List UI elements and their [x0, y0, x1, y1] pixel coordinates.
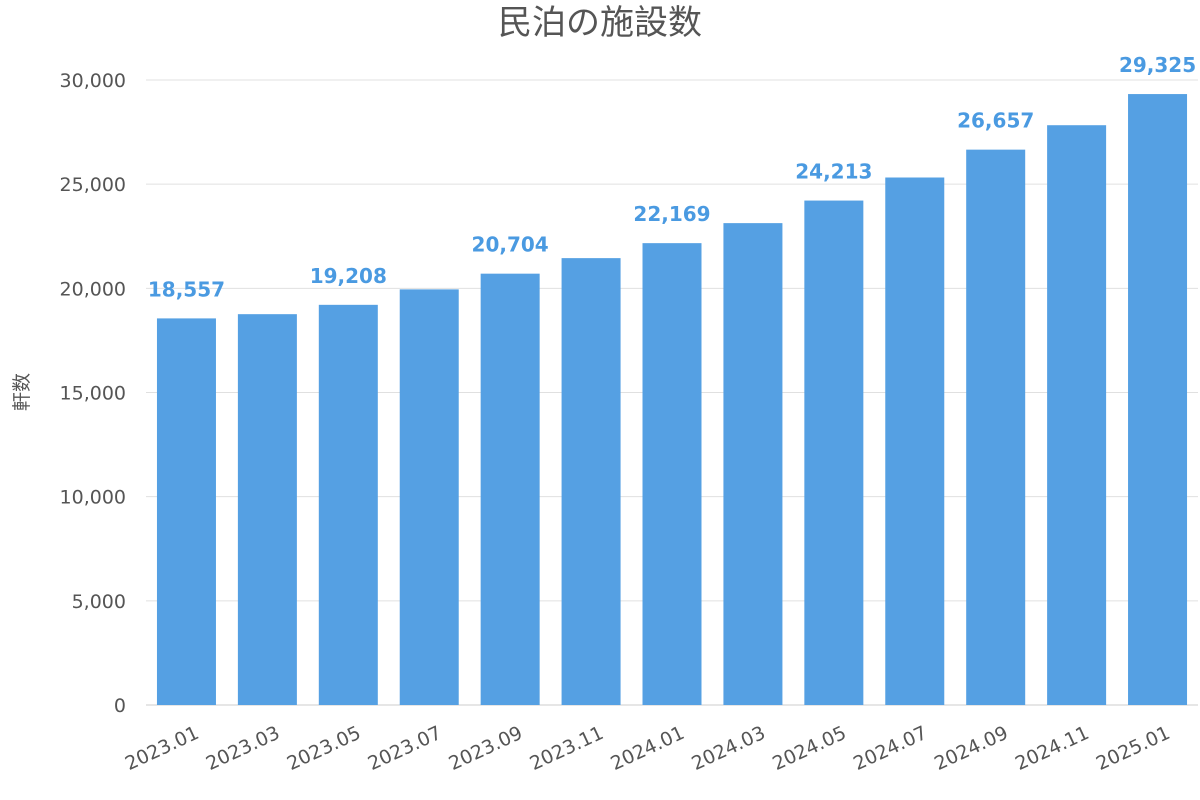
bars — [156, 94, 1188, 706]
x-tick-label: 2024.05 — [769, 722, 850, 775]
x-tick-label: 2023.09 — [445, 722, 526, 775]
data-label: 22,169 — [633, 202, 710, 226]
data-label: 19,208 — [310, 264, 387, 288]
bar[interactable] — [480, 273, 540, 705]
x-tick-label: 2024.01 — [607, 722, 688, 775]
x-tick-label: 2023.05 — [284, 722, 365, 775]
x-axis-ticks: 2023.01 2023.03 2023.05 2023.07 2023.09 2023.… — [122, 722, 1174, 775]
bar[interactable] — [156, 318, 216, 705]
y-tick-label: 25,000 — [60, 174, 126, 196]
bar[interactable] — [237, 314, 297, 705]
chart-title: 民泊の施設数 — [498, 3, 702, 43]
x-tick-label: 2023.03 — [203, 722, 284, 775]
bar[interactable] — [561, 258, 621, 705]
y-tick-label: 15,000 — [60, 383, 126, 405]
bar[interactable] — [318, 304, 378, 705]
bar[interactable] — [723, 223, 783, 705]
x-tick-label: 2023.01 — [122, 722, 203, 775]
data-label: 20,704 — [472, 233, 549, 257]
x-tick-label: 2024.03 — [688, 722, 769, 775]
bar[interactable] — [1128, 94, 1188, 705]
bar[interactable] — [885, 177, 945, 706]
y-tick-label: 5,000 — [72, 591, 126, 613]
data-labels: 18,557 19,208 20,704 22,169 24,213 26,657 29,3… — [148, 53, 1196, 301]
data-label: 24,213 — [795, 160, 872, 184]
x-tick-label: 2023.07 — [365, 722, 446, 775]
x-tick-label: 2024.07 — [850, 722, 931, 775]
y-axis-title: 軒数 — [11, 373, 33, 411]
x-tick-label: 2024.09 — [931, 722, 1012, 775]
data-label: 26,657 — [957, 109, 1034, 133]
bar[interactable] — [642, 243, 702, 706]
y-tick-label: 0 — [114, 695, 126, 717]
y-tick-label: 20,000 — [60, 278, 126, 300]
y-axis-ticks: 0 5,000 10,000 15,000 20,000 25,000 30,000 — [60, 70, 126, 717]
x-tick-label: 2023.11 — [526, 722, 607, 775]
x-tick-label: 2025.01 — [1093, 722, 1174, 775]
bar[interactable] — [804, 200, 864, 705]
bar[interactable] — [966, 149, 1026, 706]
y-tick-label: 30,000 — [60, 70, 126, 92]
data-label: 29,325 — [1119, 53, 1196, 77]
bar[interactable] — [399, 289, 459, 705]
x-tick-label: 2024.11 — [1012, 722, 1093, 775]
bar[interactable] — [1047, 125, 1107, 706]
y-tick-label: 10,000 — [60, 487, 126, 509]
data-label: 18,557 — [148, 277, 225, 301]
